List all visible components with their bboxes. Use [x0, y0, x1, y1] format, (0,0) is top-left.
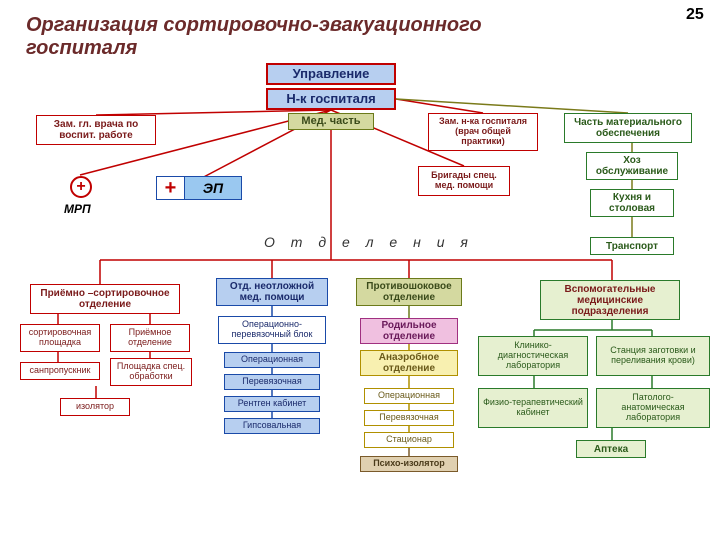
node-rentgen: Рентген кабинет — [224, 396, 320, 412]
node-oper1: Операционная — [224, 352, 320, 368]
node-zam_nka: Зам. н-ка госпиталя (врач общей практики… — [428, 113, 538, 151]
node-priemno_sort: Приёмно –сортировочное отделение — [30, 284, 180, 314]
node-hoz: Хоз обслуживание — [586, 152, 678, 180]
node-kuhnya: Кухня и столовая — [590, 189, 674, 217]
node-izolyator: изолятор — [60, 398, 130, 416]
node-perev2: Перевязочная — [364, 410, 454, 426]
page-number: 25 — [686, 6, 704, 24]
mrp-label: МРП — [64, 202, 91, 216]
node-transport: Транспорт — [590, 237, 674, 255]
mrp-plus-icon: + — [70, 176, 92, 198]
node-apteka: Аптека — [576, 440, 646, 458]
node-oper2: Операционная — [364, 388, 454, 404]
node-nk_hosp: Н-к госпиталя — [266, 88, 396, 110]
node-med_chast: Мед. часть — [288, 113, 374, 130]
node-fizio: Физио-терапевтический кабинет — [478, 388, 588, 428]
node-anaerob: Анаэробное отделение — [360, 350, 458, 376]
node-rodilnoe: Родильное отделение — [360, 318, 458, 344]
node-stacionar: Стационар — [364, 432, 454, 448]
node-priem_otd: Приёмное отделение — [110, 324, 190, 352]
node-gips: Гипсовальная — [224, 418, 320, 434]
node-perev1: Перевязочная — [224, 374, 320, 390]
node-stanc: Станция заготовки и переливания крови) — [596, 336, 710, 376]
ep-plus-icon: + — [157, 177, 185, 199]
node-otd_neotl: Отд. неотложной мед. помощи — [216, 278, 328, 306]
ep-box: + ЭП — [156, 176, 242, 200]
node-zam_vospit: Зам. гл. врача по воспит. работе — [36, 115, 156, 145]
node-psiho: Психо-изолятор — [360, 456, 458, 472]
ep-label: ЭП — [185, 177, 241, 199]
node-sanprop: санпропускник — [20, 362, 100, 380]
page-title: Организация сортировочно-эвакуационного … — [26, 14, 586, 60]
node-klinik: Клинико-диагностическая лаборатория — [478, 336, 588, 376]
node-ploshch_obr: Площадка спец. обработки — [110, 358, 192, 386]
node-upravlenie: Управление — [266, 63, 396, 85]
node-patolog: Патолого-анатомическая лаборатория — [596, 388, 710, 428]
node-protivoshok: Противошоковое отделение — [356, 278, 462, 306]
node-brigady: Бригады спец. мед. помощи — [418, 166, 510, 196]
node-sort_ploshch: сортировочная площадка — [20, 324, 100, 352]
section-label: О т д е л е н и я — [264, 234, 474, 250]
node-vspom: Вспомогательные медицинские подразделени… — [540, 280, 680, 320]
node-mat_obes: Часть материального обеспечения — [564, 113, 692, 143]
node-oper_perev: Операционно-перевязочный блок — [218, 316, 326, 344]
